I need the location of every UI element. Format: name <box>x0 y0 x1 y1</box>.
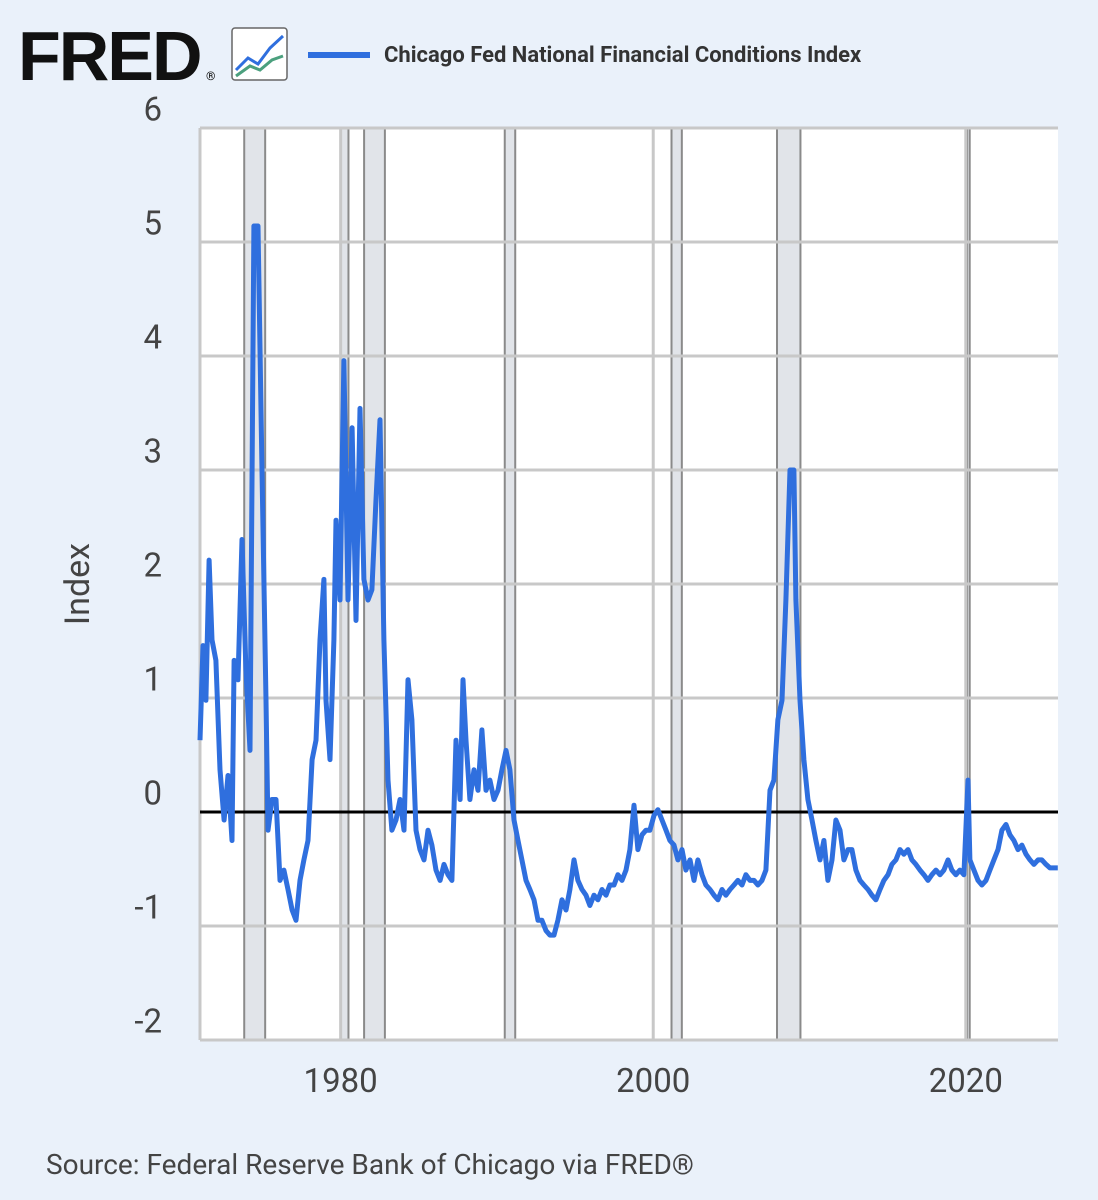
logo-mark: ® <box>206 69 215 83</box>
x-tick-label: 1980 <box>304 1062 378 1101</box>
y-tick-label: 1 <box>143 661 162 700</box>
y-tick-label: 5 <box>143 205 162 244</box>
y-axis-label: Index <box>58 543 98 625</box>
y-tick-label: -2 <box>134 1003 162 1042</box>
legend-label: Chicago Fed National Financial Condition… <box>384 43 862 68</box>
series-line <box>197 223 1058 938</box>
logo-icon <box>231 27 288 81</box>
x-tick-label: 2000 <box>616 1062 690 1101</box>
y-tick-label: 6 <box>143 91 162 130</box>
x-tick-label: 2020 <box>929 1062 1003 1101</box>
logo: FRED <box>18 17 201 95</box>
y-tick-label: -1 <box>134 889 162 928</box>
y-tick-label: 3 <box>143 433 162 472</box>
y-tick-label: 2 <box>143 547 162 586</box>
source: Source: Federal Reserve Bank of Chicago … <box>46 1148 694 1181</box>
y-tick-label: 4 <box>143 319 162 358</box>
y-tick-label: 0 <box>143 775 162 814</box>
